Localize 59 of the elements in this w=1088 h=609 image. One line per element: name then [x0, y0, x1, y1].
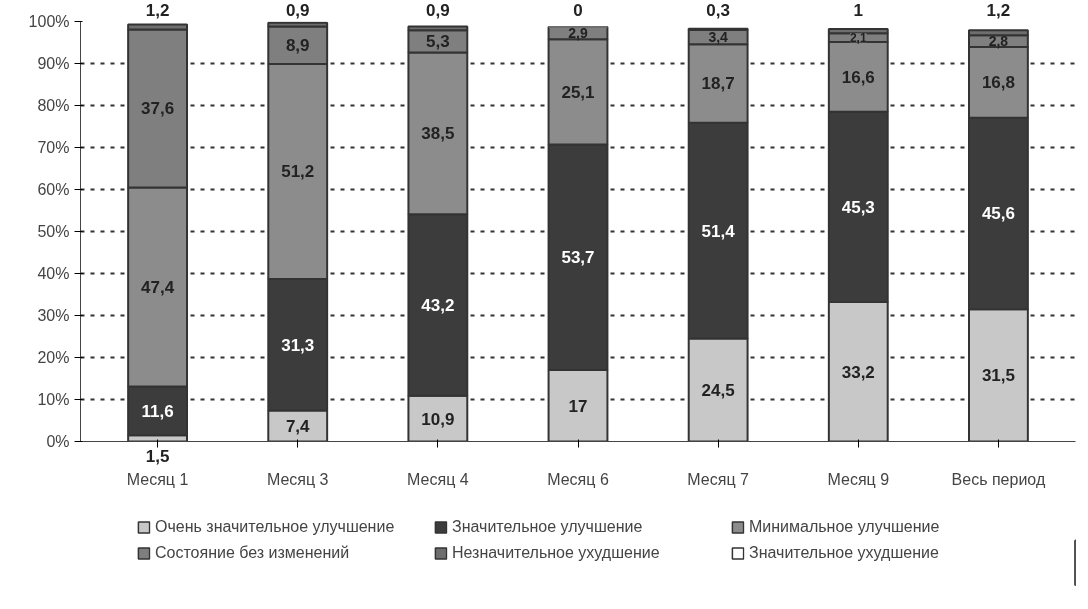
y-tick-label: 100%	[28, 13, 70, 30]
data-label: 25,1	[561, 82, 595, 102]
data-label: 31,5	[981, 366, 1015, 386]
data-label: 17	[568, 396, 588, 416]
data-label: 43,2	[421, 296, 455, 315]
data-label: 38,5	[421, 124, 455, 144]
x-tick-label: Месяц 7	[687, 470, 750, 488]
y-tick-label: 60%	[37, 181, 70, 198]
data-label: 16,6	[841, 67, 875, 87]
legend-label: Очень значительное улучшение	[155, 518, 396, 536]
legend-label: Незначительное ухудшение	[452, 544, 661, 562]
y-tick-label: 90%	[37, 55, 70, 72]
data-label: 1,2	[986, 0, 1011, 20]
data-label: 45,6	[981, 204, 1015, 224]
data-label: 51,4	[701, 221, 736, 241]
legend-label: Значительное улучшение	[452, 518, 644, 536]
data-label: 1	[853, 0, 864, 20]
legend-label: Значительное ухудшение	[749, 544, 940, 562]
data-label: 2,1	[849, 31, 867, 46]
data-label: 16,8	[981, 73, 1015, 93]
data-label: 7,4	[285, 416, 311, 436]
data-label: 3,4	[708, 29, 729, 46]
data-label: 11,6	[141, 401, 174, 421]
x-tick-label: Месяц 4	[407, 470, 469, 488]
x-tick-label: Месяц 6	[547, 470, 609, 488]
y-tick-label: 80%	[37, 97, 70, 114]
data-label: 53,7	[561, 248, 595, 268]
x-tick-label: Месяц 9	[827, 470, 890, 488]
data-label: 0,9	[285, 0, 310, 20]
y-tick-label: 20%	[37, 349, 70, 366]
data-label: 2,9	[568, 25, 588, 42]
y-tick-label: 0%	[46, 433, 70, 450]
data-label: 51,2	[281, 162, 315, 182]
y-tick-label: 40%	[37, 265, 70, 282]
data-label: 8,9	[285, 36, 310, 56]
data-label: 45,3	[841, 197, 875, 217]
data-label: 10,9	[421, 409, 455, 429]
x-tick-label: Месяц 3	[266, 470, 329, 488]
y-tick-label: 10%	[37, 391, 70, 408]
legend-label: Состояние без изменений	[155, 544, 351, 562]
data-label: 0	[573, 0, 583, 20]
data-label: 31,3	[281, 335, 315, 355]
data-label: 1,5	[145, 446, 170, 466]
data-label: 18,7	[701, 74, 735, 94]
data-label: 0,9	[426, 0, 450, 20]
data-label: 24,5	[701, 381, 735, 401]
data-label: 2,8	[988, 33, 1009, 50]
y-tick-label: 50%	[37, 223, 70, 240]
data-label: 37,6	[141, 99, 175, 119]
x-tick-label: Весь период	[951, 470, 1046, 488]
y-tick-label: 30%	[37, 307, 70, 324]
data-label: 0,3	[706, 0, 730, 20]
legend-label: Минимальное улучшение	[749, 518, 941, 536]
data-label: 47,4	[141, 277, 175, 297]
data-label: 1,2	[145, 0, 170, 20]
y-tick-label: 70%	[37, 139, 70, 156]
data-label: 33,2	[841, 362, 875, 382]
x-tick-label: Месяц 1	[126, 470, 189, 488]
data-label: 5,3	[426, 32, 450, 52]
